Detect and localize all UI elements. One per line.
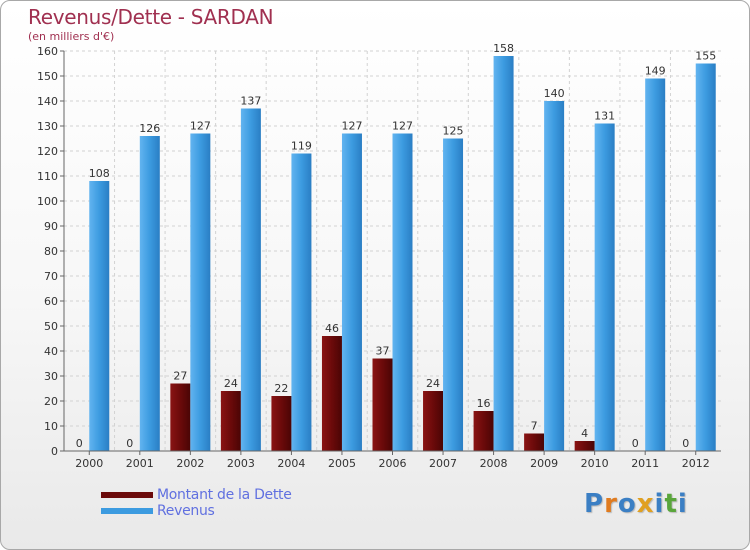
data-label-revenus: 126 — [139, 122, 160, 135]
legend-item-revenus: Revenus — [101, 503, 292, 519]
bar-revenus — [291, 153, 312, 451]
bar-dette — [321, 336, 342, 451]
bar-dette — [524, 433, 545, 451]
y-tick-label: 80 — [44, 245, 58, 258]
bar-revenus — [695, 63, 716, 451]
x-tick-label: 2000 — [75, 457, 103, 470]
data-label-revenus: 155 — [695, 50, 716, 63]
data-label-revenus: 140 — [544, 87, 565, 100]
data-label-dette: 46 — [325, 322, 339, 335]
x-tick-label: 2011 — [631, 457, 659, 470]
bar-revenus — [493, 56, 514, 451]
data-label-dette: 0 — [126, 437, 133, 450]
bar-revenus — [392, 133, 413, 451]
data-label-revenus: 119 — [291, 140, 312, 153]
x-tick-label: 2005 — [328, 457, 356, 470]
y-tick-label: 60 — [44, 295, 58, 308]
chart-legend: Montant de la Dette Revenus — [101, 487, 292, 519]
data-label-revenus: 137 — [240, 95, 261, 108]
y-tick-label: 70 — [44, 270, 58, 283]
legend-swatch-revenus — [101, 508, 153, 514]
x-tick-label: 2012 — [682, 457, 710, 470]
y-tick-label: 50 — [44, 320, 58, 333]
logo-letter: t — [664, 489, 678, 519]
bar-dette — [372, 358, 393, 451]
data-label-dette: 24 — [224, 377, 238, 390]
data-label-revenus: 108 — [89, 167, 110, 180]
x-tick-label: 2001 — [126, 457, 154, 470]
data-label-revenus: 127 — [341, 120, 362, 133]
x-tick-label: 2004 — [277, 457, 305, 470]
data-label-dette: 27 — [173, 370, 187, 383]
x-tick-label: 2010 — [581, 457, 609, 470]
data-label-dette: 0 — [76, 437, 83, 450]
logo-letter: x — [636, 489, 655, 519]
y-tick-label: 20 — [44, 395, 58, 408]
bar-dette — [574, 441, 595, 451]
x-tick-label: 2003 — [227, 457, 255, 470]
bar-revenus — [341, 133, 362, 451]
y-tick-label: 130 — [37, 120, 58, 133]
x-tick-label: 2008 — [480, 457, 508, 470]
x-tick-label: 2006 — [379, 457, 407, 470]
logo-letter: r — [604, 489, 618, 519]
legend-label-dette: Montant de la Dette — [157, 487, 292, 503]
x-tick-label: 2002 — [176, 457, 204, 470]
y-tick-label: 140 — [37, 95, 58, 108]
bar-revenus — [594, 123, 615, 451]
x-tick-label: 2007 — [429, 457, 457, 470]
x-tick-label: 2009 — [530, 457, 558, 470]
data-label-dette: 16 — [477, 397, 491, 410]
logo-letter: o — [617, 489, 637, 519]
chart-subtitle: (en milliers d'€) — [28, 30, 115, 43]
data-label-revenus: 127 — [392, 120, 413, 133]
bar-revenus — [443, 138, 464, 451]
bar-dette — [170, 383, 191, 451]
data-label-revenus: 158 — [493, 42, 514, 55]
data-label-revenus: 131 — [594, 110, 615, 123]
data-label-dette: 4 — [581, 427, 588, 440]
logo-letter: P — [584, 489, 605, 519]
proxiti-logo: Proxiti — [584, 489, 688, 519]
y-tick-label: 110 — [37, 170, 58, 183]
data-label-dette: 7 — [531, 420, 538, 433]
legend-label-revenus: Revenus — [157, 503, 215, 519]
legend-swatch-dette — [101, 492, 153, 498]
y-tick-label: 10 — [44, 420, 58, 433]
logo-letter: i — [654, 489, 665, 519]
data-label-dette: 0 — [632, 437, 639, 450]
y-tick-label: 100 — [37, 195, 58, 208]
bar-dette — [271, 396, 292, 451]
chart-title: Revenus/Dette - SARDAN — [28, 5, 274, 29]
data-label-revenus: 149 — [645, 65, 666, 78]
bar-revenus — [544, 101, 565, 451]
data-label-revenus: 125 — [443, 125, 464, 138]
y-tick-label: 120 — [37, 145, 58, 158]
bar-revenus — [190, 133, 211, 451]
data-label-dette: 24 — [426, 377, 440, 390]
data-label-dette: 0 — [682, 437, 689, 450]
data-label-dette: 37 — [376, 345, 390, 358]
bar-revenus — [645, 78, 666, 451]
bar-dette — [220, 391, 241, 451]
y-tick-label: 30 — [44, 370, 58, 383]
y-tick-label: 40 — [44, 345, 58, 358]
data-label-revenus: 127 — [190, 120, 211, 133]
legend-item-dette: Montant de la Dette — [101, 487, 292, 503]
bar-revenus — [89, 181, 110, 451]
bar-revenus — [139, 136, 160, 451]
data-label-dette: 22 — [274, 382, 288, 395]
bar-dette — [473, 411, 494, 451]
y-tick-label: 0 — [51, 445, 58, 458]
bar-revenus — [240, 108, 261, 451]
y-tick-label: 150 — [37, 70, 58, 83]
bar-dette — [423, 391, 444, 451]
y-tick-label: 160 — [37, 45, 58, 58]
y-tick-label: 90 — [44, 220, 58, 233]
logo-letter: i — [677, 489, 688, 519]
